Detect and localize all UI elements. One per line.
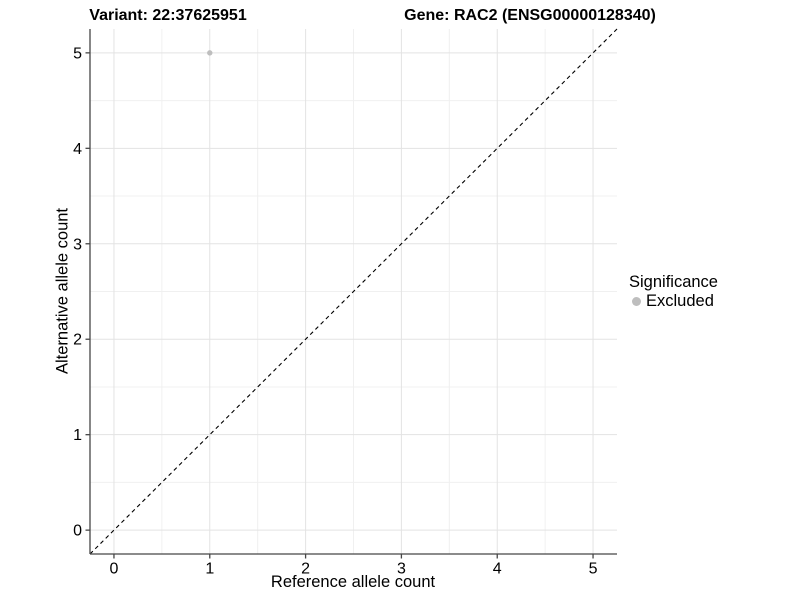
x-axis-title: Reference allele count (270, 573, 436, 591)
svg-text:0: 0 (110, 561, 119, 578)
svg-text:5: 5 (73, 45, 82, 62)
gene-title: Gene: RAC2 (ENSG00000128340) (404, 7, 656, 24)
svg-text:0: 0 (73, 523, 82, 540)
svg-text:4: 4 (493, 561, 502, 578)
svg-text:1: 1 (73, 427, 82, 444)
svg-text:2: 2 (301, 561, 310, 578)
svg-text:1: 1 (205, 561, 214, 578)
legend-item-excluded: Excluded (632, 292, 718, 310)
svg-text:2: 2 (73, 332, 82, 349)
variant-title: Variant: 22:37625951 (89, 7, 247, 24)
svg-text:4: 4 (73, 141, 82, 158)
y-axis-title: Alternative allele count (53, 207, 72, 375)
svg-text:3: 3 (73, 236, 82, 253)
svg-text:5: 5 (589, 561, 598, 578)
legend: Significance Excluded (629, 273, 718, 310)
legend-title: Significance (629, 273, 718, 291)
excluded-point-icon (632, 296, 641, 306)
svg-text:3: 3 (397, 561, 406, 578)
legend-item-label: Excluded (646, 292, 714, 310)
